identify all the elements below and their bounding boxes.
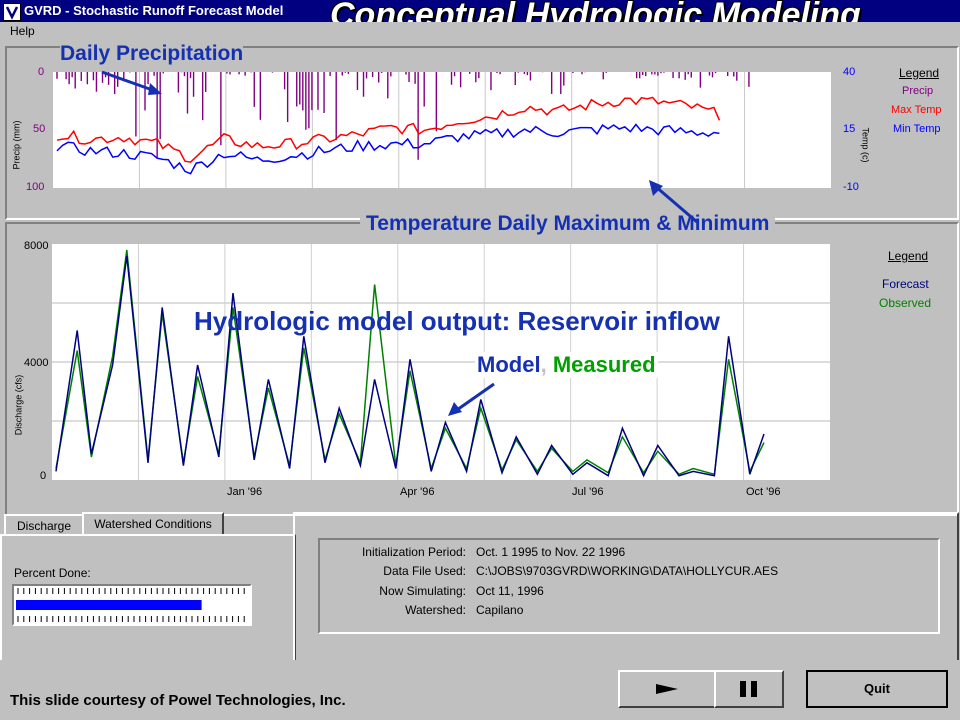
- info-label-init: Initialization Period:: [361, 545, 466, 559]
- courtesy-text: This slide courtesy of Powel Technologie…: [10, 692, 346, 709]
- annotation-temperature: Temperature Daily Maximum & Minimum: [360, 212, 776, 236]
- arrow-precip: [101, 70, 162, 95]
- min-temp-series: [56, 123, 720, 175]
- app-icon[interactable]: [3, 3, 21, 21]
- annotation-model-measured: Model, Measured: [475, 352, 658, 378]
- window-title: GVRD - Stochastic Runoff Forecast Model: [24, 3, 284, 18]
- annotation-model: Model: [477, 352, 541, 377]
- disc-tick-8000: 8000: [24, 240, 49, 252]
- arrow-model: [448, 382, 495, 416]
- info-value-datafile: C:\JOBS\9703GVRD\WORKING\DATA\HOLLYCUR.A…: [476, 564, 779, 578]
- precip-tick-0: 0: [38, 66, 45, 78]
- x-tick-oct: Oct '96: [746, 486, 781, 498]
- max-temp-series: [56, 96, 721, 163]
- menu-bar: [0, 22, 960, 42]
- annotation-measured: Measured: [552, 352, 656, 377]
- pause-icon: [740, 681, 757, 697]
- x-tick-jan: Jan '96: [227, 486, 263, 498]
- play-icon: [656, 684, 678, 694]
- annotation-model-output: Hydrologic model output: Reservoir inflo…: [194, 306, 720, 336]
- info-box: [318, 538, 940, 634]
- tab-watershed-conditions[interactable]: Watershed Conditions: [82, 512, 224, 536]
- progress-fill: [16, 600, 202, 610]
- annotation-comma: ,: [540, 352, 547, 377]
- precip-tick-50: 50: [33, 123, 46, 135]
- legend-observed: Observed: [879, 296, 932, 310]
- info-value-init: Oct. 1 1995 to Nov. 22 1996: [476, 545, 626, 559]
- forecast-series: [55, 255, 765, 478]
- arrow-temperature: [649, 180, 698, 224]
- x-tick-jul: Jul '96: [572, 486, 604, 498]
- play-button[interactable]: [618, 670, 716, 708]
- bottom-strip: [0, 660, 960, 720]
- discharge-axis-label: Discharge (cfs): [13, 374, 24, 436]
- x-tick-apr: Apr '96: [400, 486, 435, 498]
- legend-precip: Precip: [902, 85, 934, 97]
- temp-tick-minus10: -10: [843, 181, 859, 193]
- info-value-watershed: Capilano: [476, 603, 524, 617]
- discharge-chart: [52, 244, 830, 480]
- progress-ticks: [16, 588, 245, 622]
- quit-button[interactable]: Quit: [806, 670, 948, 708]
- legend-title-mid: Legend: [888, 249, 929, 263]
- legend-title-top: Legend: [899, 66, 940, 80]
- progress-bar: [12, 584, 252, 626]
- pause-button[interactable]: [714, 670, 784, 708]
- menu-help[interactable]: Help: [10, 24, 35, 38]
- info-label-simulating: Now Simulating:: [379, 584, 466, 598]
- legend-box-top: [887, 62, 945, 142]
- temp-axis-label: Temp (c): [860, 127, 871, 163]
- title-bar: [0, 0, 960, 22]
- temp-tick-15: 15: [843, 123, 856, 135]
- annotation-daily-precip: Daily Precipitation: [60, 42, 244, 66]
- precip-axis-label: Precip (mm): [11, 120, 22, 170]
- precip-temp-chart: [53, 62, 945, 188]
- temp-tick-40: 40: [843, 66, 856, 78]
- disc-tick-0: 0: [40, 470, 47, 482]
- percent-done-label: Percent Done:: [14, 566, 91, 580]
- legend-forecast: Forecast: [882, 277, 929, 291]
- legend-min-temp: Min Temp: [893, 123, 941, 135]
- info-value-simulating: Oct 11, 1996: [476, 584, 544, 598]
- legend-max-temp: Max Temp: [891, 104, 942, 116]
- info-label-datafile: Data File Used:: [383, 564, 466, 578]
- precip-tick-100: 100: [26, 181, 45, 193]
- tab-discharge[interactable]: Discharge: [4, 514, 84, 536]
- info-label-watershed: Watershed:: [405, 603, 466, 617]
- disc-tick-4000: 4000: [24, 357, 49, 369]
